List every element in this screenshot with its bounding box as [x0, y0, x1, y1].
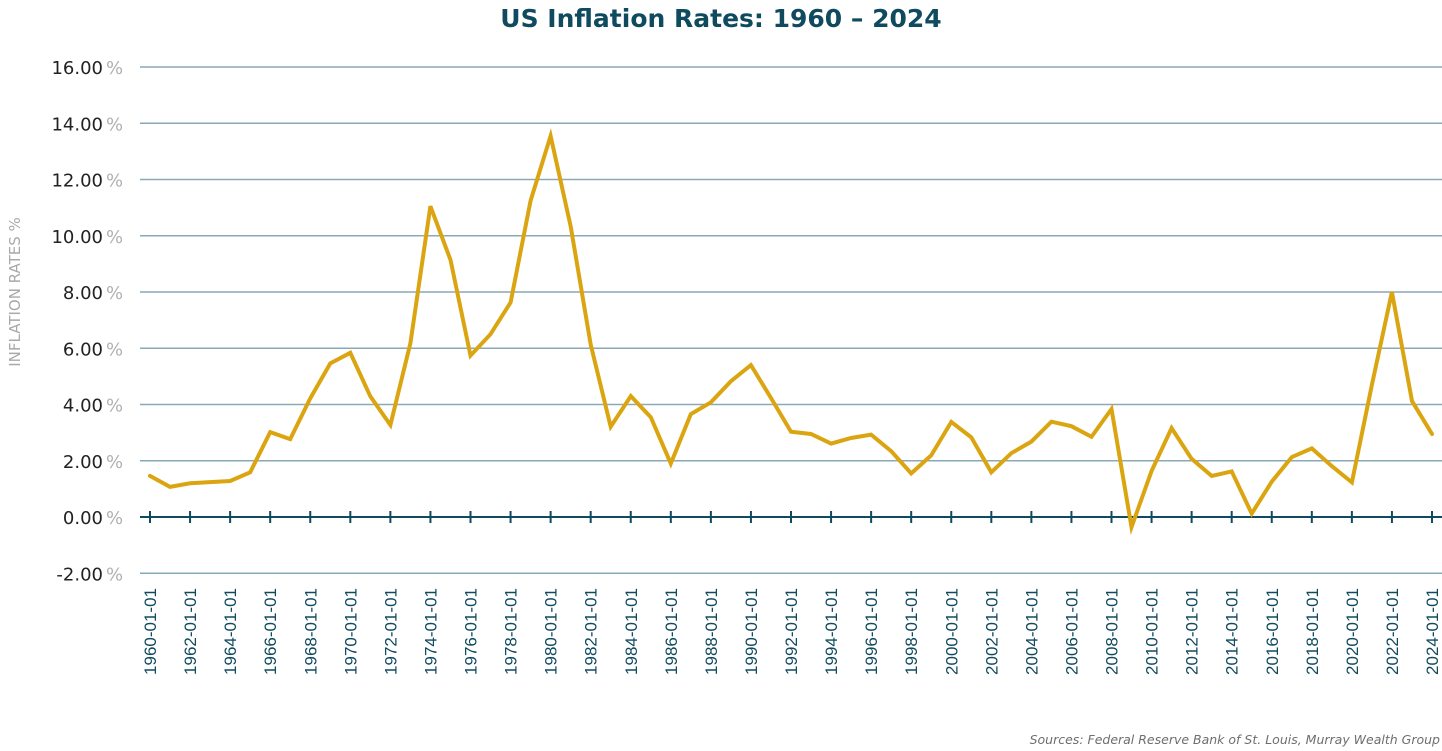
x-tick-label: 1960-01-01: [141, 588, 160, 675]
x-axis: [140, 511, 1442, 523]
y-tick-label: 2.00: [63, 452, 103, 473]
x-tick-label: 1990-01-01: [742, 588, 761, 675]
x-tick-label: 1978-01-01: [502, 588, 521, 675]
y-tick-label: 10.00: [51, 227, 103, 248]
x-tick-label: 1984-01-01: [622, 588, 641, 675]
y-tick-percent-sign: %: [106, 58, 123, 79]
x-tick-label: 2002-01-01: [982, 588, 1001, 675]
x-tick-label: 1994-01-01: [822, 588, 841, 675]
x-tick-label: 1988-01-01: [702, 588, 721, 675]
x-tick-label: 1964-01-01: [221, 588, 240, 675]
series-group: [148, 128, 1434, 535]
x-tick-label: 1976-01-01: [462, 588, 481, 675]
y-tick-percent-sign: %: [106, 508, 123, 529]
x-tick-label: 2014-01-01: [1223, 588, 1242, 675]
y-tick-label: 16.00: [51, 58, 103, 79]
y-tick-label: 6.00: [63, 339, 103, 360]
y-tick-percent-sign: %: [106, 339, 123, 360]
x-tick-label: 2000-01-01: [942, 588, 961, 675]
x-tick-label: 1996-01-01: [862, 588, 881, 675]
source-note: Sources: Federal Reserve Bank of St. Lou…: [1029, 732, 1440, 747]
y-tick-label: -2.00: [56, 564, 103, 585]
gridlines: [140, 66, 1442, 574]
x-tick-label: 2012-01-01: [1183, 588, 1202, 675]
y-tick-percent-sign: %: [106, 396, 123, 417]
y-tick-percent-sign: %: [106, 452, 123, 473]
y-tick-label: 4.00: [63, 396, 103, 417]
y-tick-percent-sign: %: [106, 283, 123, 304]
x-tick-label: 1972-01-01: [381, 588, 400, 675]
x-tick-label: 1980-01-01: [542, 588, 561, 675]
x-tick-label: 1968-01-01: [301, 588, 320, 675]
y-tick-percent-sign: %: [106, 227, 123, 248]
y-tick-label: 0.00: [63, 508, 103, 529]
y-tick-label: 8.00: [63, 283, 103, 304]
x-tick-label: 2016-01-01: [1263, 588, 1282, 675]
x-tick-label: 2004-01-01: [1022, 588, 1041, 675]
x-tick-label: 1986-01-01: [662, 588, 681, 675]
y-tick-percent-sign: %: [106, 114, 123, 135]
y-axis-title: INFLATION RATES %: [6, 217, 24, 367]
chart-title: US Inflation Rates: 1960 – 2024: [500, 4, 942, 33]
y-tick-percent-sign: %: [106, 171, 123, 192]
y-axis-ticks: 16.00 %14.00 %12.00 %10.00 %8.00 %6.00 %4.00 %2…: [51, 58, 123, 585]
x-tick-label: 2010-01-01: [1143, 588, 1162, 675]
x-tick-label: 2006-01-01: [1062, 588, 1081, 675]
x-tick-label: 1982-01-01: [582, 588, 601, 675]
y-tick-label: 12.00: [51, 171, 103, 192]
x-tick-label: 1998-01-01: [902, 588, 921, 675]
y-tick-percent-sign: %: [106, 564, 123, 585]
x-tick-label: 2020-01-01: [1343, 588, 1362, 675]
x-tick-label: 1970-01-01: [341, 588, 360, 675]
x-tick-label: 1974-01-01: [421, 588, 440, 675]
y-tick-label: 14.00: [51, 114, 103, 135]
x-tick-label: 2024-01-01: [1423, 588, 1442, 675]
x-axis-tick-labels: 1960-01-01 1962-01-01 1964-01-01 1966-01-01…: [141, 588, 1442, 675]
x-tick-label: 1962-01-01: [181, 588, 200, 675]
x-tick-label: 1992-01-01: [782, 588, 801, 675]
x-tick-label: 2008-01-01: [1103, 588, 1122, 675]
series-line-inflation: [148, 128, 1434, 535]
x-tick-label: 2018-01-01: [1303, 588, 1322, 675]
x-tick-label: 2022-01-01: [1383, 588, 1402, 675]
x-tick-label: 1966-01-01: [261, 588, 280, 675]
